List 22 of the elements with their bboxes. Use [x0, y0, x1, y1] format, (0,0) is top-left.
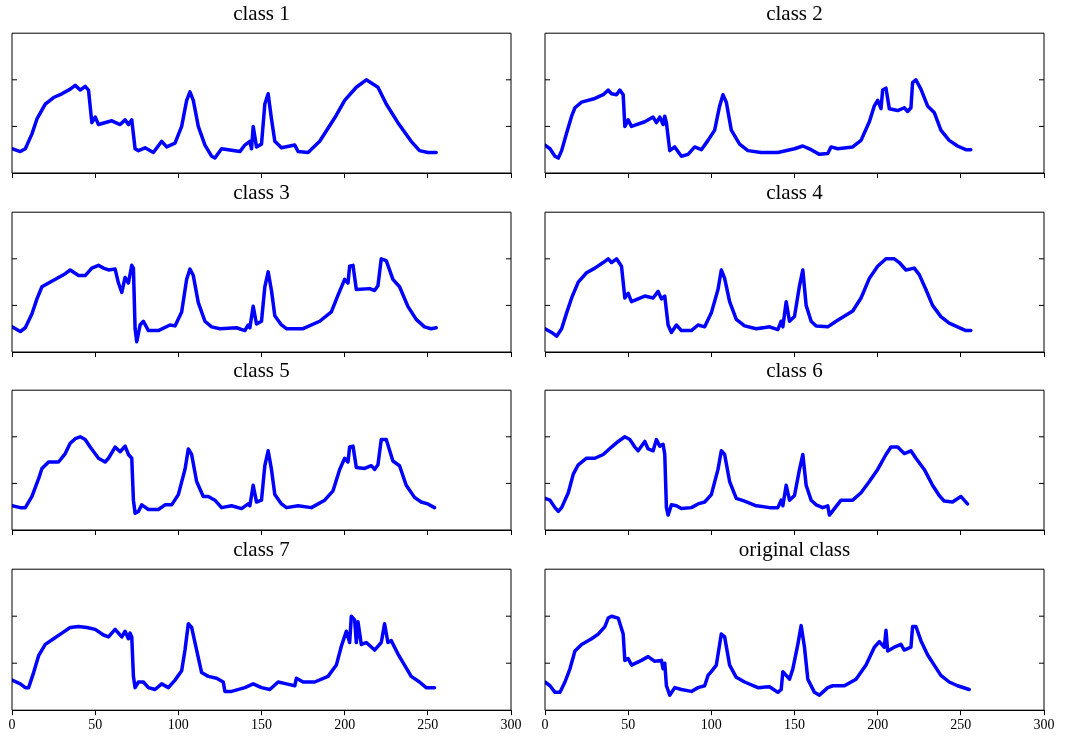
x-tick-label: 300 — [500, 716, 522, 732]
chart-title: class 3 — [233, 179, 290, 204]
x-tick-label: 50 — [88, 716, 103, 732]
x-tick-label: 100 — [167, 716, 189, 732]
x-tick-label: 0 — [8, 716, 16, 732]
chart-title: class 2 — [766, 1, 823, 26]
chart-title: class 5 — [233, 358, 290, 383]
x-tick-label: 150 — [784, 716, 805, 732]
x-tick-label: 200 — [867, 716, 889, 732]
x-tick-label: 250 — [417, 716, 439, 732]
chart-title: class 7 — [233, 536, 290, 561]
x-tick-label: 0 — [541, 716, 549, 732]
x-tick-label: 50 — [621, 716, 636, 732]
x-tick-label: 150 — [251, 716, 272, 732]
chart-title: class 6 — [766, 358, 823, 383]
x-tick-label: 200 — [334, 716, 356, 732]
chart-title: original class — [738, 536, 851, 561]
x-tick-label: 100 — [700, 716, 722, 732]
x-tick-label: 300 — [1033, 716, 1055, 732]
chart-title: class 1 — [233, 1, 290, 26]
chart-title: class 4 — [766, 179, 824, 204]
x-tick-label: 250 — [950, 716, 972, 732]
